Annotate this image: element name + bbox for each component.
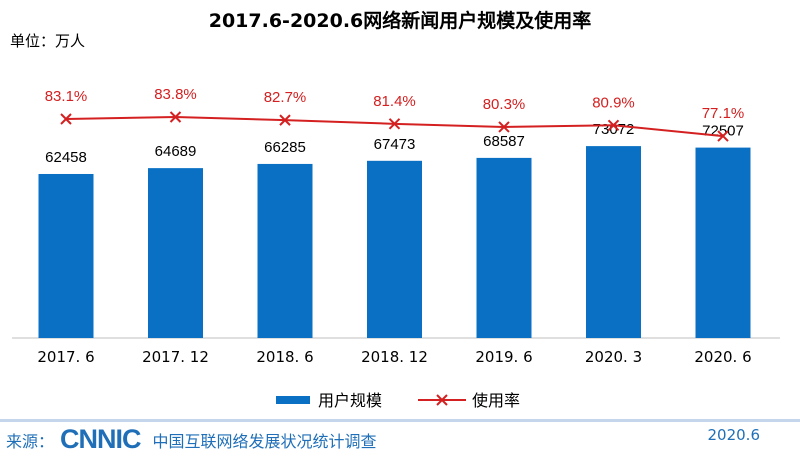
bar — [695, 147, 751, 338]
chart-title: 2017.6-2020.6网络新闻用户规模及使用率 — [208, 10, 592, 32]
bar-value-label: 73072 — [593, 121, 635, 138]
legend-line-marker — [436, 394, 448, 406]
rate-marker — [717, 130, 729, 142]
x-tick-label: 2017. 12 — [142, 348, 209, 366]
legend-line-label: 使用率 — [472, 391, 520, 410]
bar-value-label: 62458 — [45, 149, 87, 166]
bar-value-label: 66285 — [264, 139, 306, 156]
rate-marker — [388, 118, 401, 130]
rate-value-label: 77.1% — [702, 105, 745, 122]
rate-marker — [60, 113, 72, 125]
bar — [586, 146, 641, 338]
rate-marker — [279, 114, 291, 126]
x-tick-label: 2020. 3 — [585, 348, 642, 366]
x-tick-label: 2020. 6 — [694, 348, 751, 366]
source-text: 中国互联网络发展状况统计调查 — [152, 431, 377, 451]
rate-marker — [498, 121, 510, 133]
rate-value-label: 82.7% — [264, 89, 307, 106]
bar-value-label: 64689 — [155, 143, 197, 160]
cnnic-logo: CNNIC — [60, 424, 141, 454]
footer-divider — [0, 419, 800, 422]
x-tick-label: 2018. 6 — [256, 348, 313, 366]
rate-value-label: 80.3% — [483, 96, 526, 113]
bar — [38, 173, 94, 338]
rate-marker — [169, 111, 182, 123]
rate-value-label: 83.8% — [154, 86, 197, 103]
bar — [148, 168, 203, 338]
legend-bar-label: 用户规模 — [318, 391, 382, 410]
source-line: 来源： CNNIC 中国互联网络发展状况统计调查 — [6, 424, 377, 455]
legend-bar-swatch — [276, 396, 310, 404]
rate-value-label: 83.1% — [45, 88, 88, 105]
unit-label: 单位：万人 — [10, 32, 86, 50]
bar — [476, 157, 532, 338]
report-date: 2020.6 — [707, 426, 761, 444]
x-tick-label: 2017. 6 — [37, 348, 94, 366]
bar — [367, 160, 422, 338]
source-label: 来源： — [6, 431, 55, 451]
x-tick-label: 2019. 6 — [475, 348, 532, 366]
bar — [257, 163, 313, 338]
bar-value-label: 68587 — [483, 133, 525, 150]
x-tick-label: 2018. 12 — [361, 348, 428, 366]
bar-value-label: 67473 — [374, 136, 416, 153]
rate-marker — [607, 119, 620, 131]
rate-value-label: 80.9% — [592, 94, 635, 111]
rate-value-label: 81.4% — [373, 93, 416, 110]
